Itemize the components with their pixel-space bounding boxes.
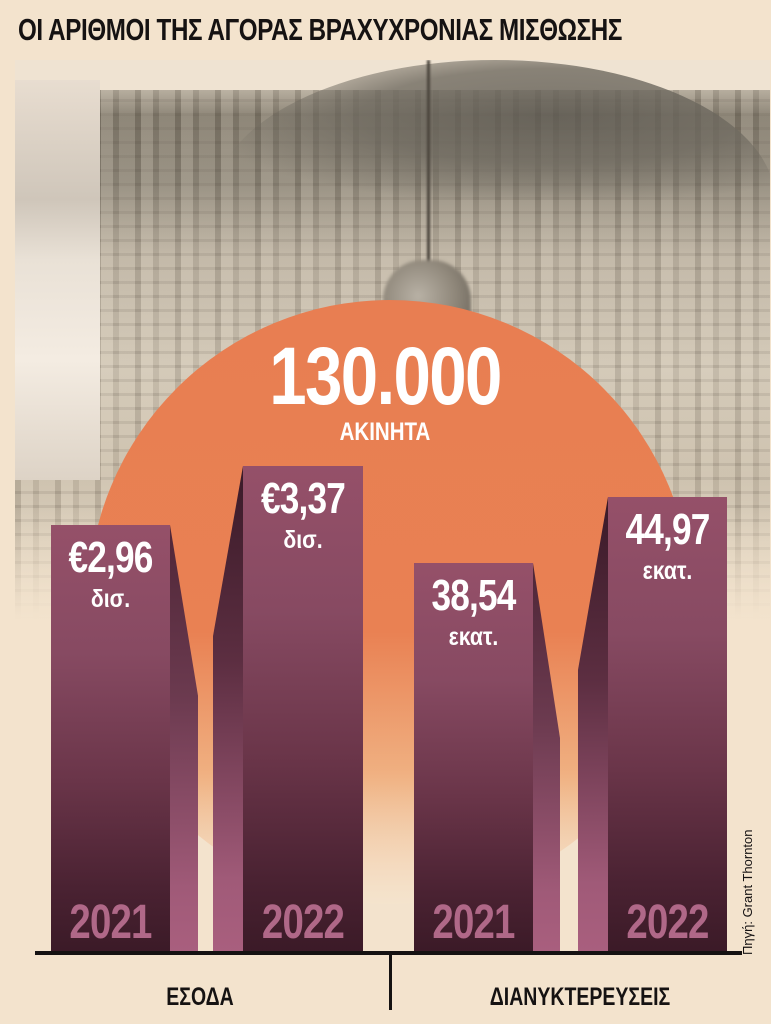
highlight-label: ΑΚΙΝΗΤΑ xyxy=(339,418,431,446)
highlight-value: 130.000 xyxy=(269,331,502,422)
source-credit: Πηγή: Grant Thornton xyxy=(740,829,755,956)
bar-unit: δισ. xyxy=(283,526,323,554)
bar-value: €3,37 xyxy=(260,474,346,523)
bar-revenue-2021: €2,96 δισ. 2021 xyxy=(51,525,170,952)
bar-year: 2022 xyxy=(261,896,345,949)
chart-title: ΟΙ ΑΡΙΘΜΟΙ ΤΗΣ ΑΓΟΡΑΣ ΒΡΑΧΥΧΡΟΝΙΑΣ ΜΙΣΘΩ… xyxy=(18,12,622,47)
bar-unit: εκατ. xyxy=(642,557,693,585)
bar-overnights-2022: 44,97 εκατ. 2022 xyxy=(608,497,727,952)
category-label-revenue: ΕΣΟΔΑ xyxy=(166,983,234,1011)
photo-lamp-cord xyxy=(427,60,430,270)
bar-year: 2021 xyxy=(69,896,152,949)
bar-value: 38,54 xyxy=(431,571,516,620)
bar-value: €2,96 xyxy=(68,533,153,582)
category-label-overnights: ΔΙΑΝΥΚΤΕΡΕΥΣΕΙΣ xyxy=(489,983,671,1011)
bar-revenue-2022: €3,37 δισ. 2022 xyxy=(243,466,363,952)
bar-year: 2021 xyxy=(432,896,515,949)
category-divider xyxy=(389,952,392,1010)
x-axis-baseline xyxy=(35,951,742,955)
bar-value: 44,97 xyxy=(625,505,710,554)
bar-overnights-2021: 38,54 εκατ. 2021 xyxy=(414,563,533,952)
photo-balcony xyxy=(15,80,100,480)
bar-year: 2022 xyxy=(626,896,709,949)
bar-unit: δισ. xyxy=(90,585,131,613)
bar-unit: εκατ. xyxy=(448,623,499,651)
